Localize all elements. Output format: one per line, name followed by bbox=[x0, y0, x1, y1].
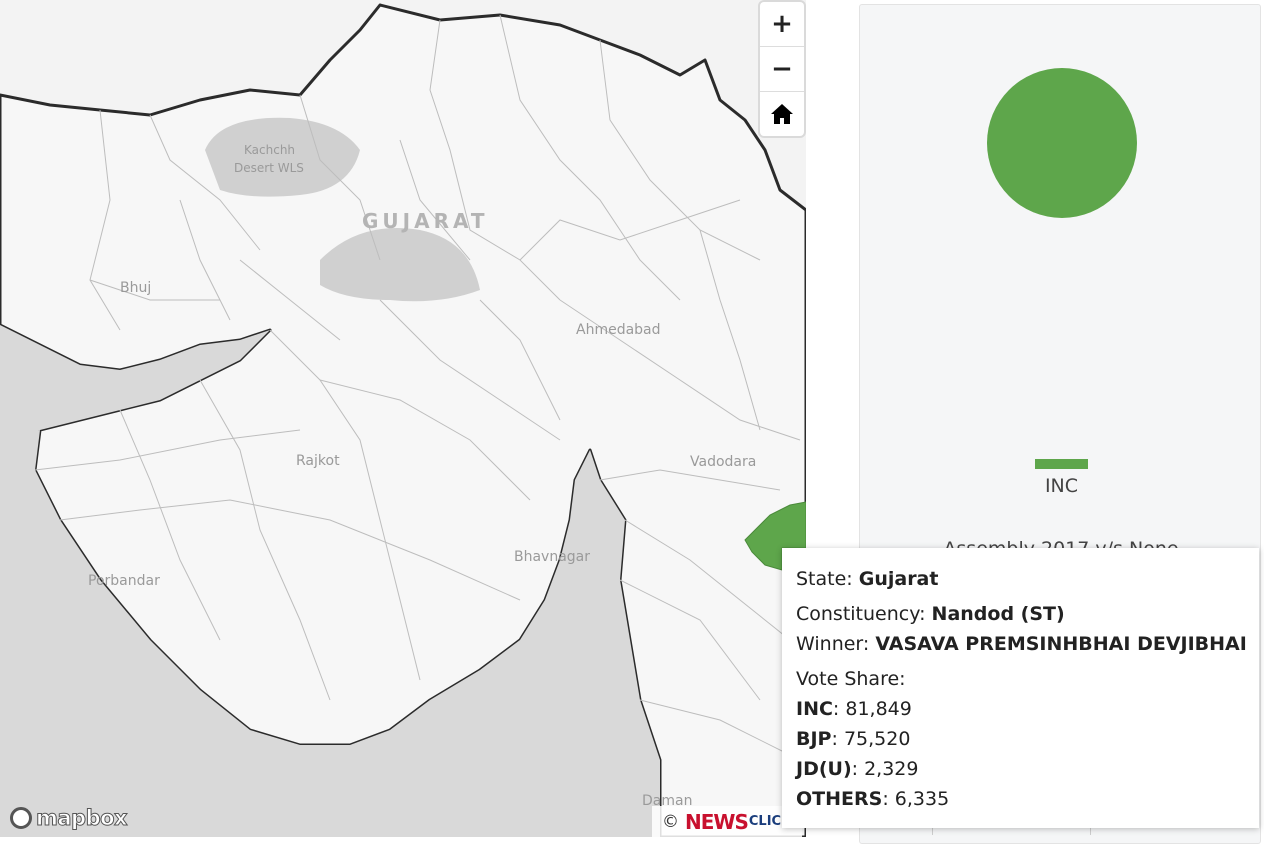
tooltip-state-row: State: Gujarat bbox=[796, 564, 1245, 594]
district-lines bbox=[34, 14, 801, 761]
mapbox-logo-icon bbox=[10, 807, 32, 829]
tooltip-vote-count: 81,849 bbox=[845, 698, 912, 720]
tooltip-winner-value: VASAVA PREMSINHBHAI DEVJIBHAI bbox=[875, 633, 1247, 655]
tooltip-vote-party: OTHERS bbox=[796, 788, 883, 810]
mapbox-logo[interactable]: mapbox bbox=[10, 806, 128, 831]
tooltip-vote-share-label: Vote Share: bbox=[796, 668, 906, 690]
pie-slice-inc[interactable] bbox=[987, 68, 1137, 218]
home-icon bbox=[771, 104, 793, 124]
tooltip-constituency-label: Constituency: bbox=[796, 603, 932, 625]
tooltip-vote-count: 75,520 bbox=[843, 728, 911, 750]
tooltip-vote-party: JD(U) bbox=[796, 758, 852, 780]
tooltip-vote-count: 2,329 bbox=[864, 758, 919, 780]
mapbox-logo-text: mapbox bbox=[35, 806, 128, 831]
tooltip-vote-row: JD(U): 2,329 bbox=[796, 758, 919, 780]
legend-label-inc[interactable]: INC bbox=[1044, 475, 1079, 497]
little-rann-area bbox=[320, 228, 480, 302]
map-label-state: GUJARAT bbox=[362, 209, 489, 233]
zoom-in-button[interactable]: + bbox=[760, 2, 804, 47]
gulf-of-kachchh bbox=[0, 325, 270, 440]
tooltip-winner-label: Winner: bbox=[796, 633, 876, 655]
tooltip-vote-row: INC: 81,849 bbox=[796, 698, 912, 720]
arabian-sea bbox=[0, 430, 480, 837]
tooltip-vote-count: 6,335 bbox=[894, 788, 950, 810]
plus-icon: + bbox=[771, 9, 793, 39]
tooltip-vote-party: BJP bbox=[796, 728, 832, 750]
map-label-bhavnagar: Bhavnagar bbox=[514, 549, 591, 565]
reset-view-button[interactable] bbox=[760, 92, 804, 136]
tooltip-winner-row: Winner: VASAVA PREMSINHBHAI DEVJIBHAI bbox=[796, 629, 1247, 659]
tooltip-state-label: State: bbox=[796, 568, 859, 590]
tooltip-vote-row: BJP: 75,520 bbox=[796, 728, 911, 750]
zoom-out-button[interactable]: − bbox=[760, 47, 804, 92]
northern-land bbox=[0, 0, 806, 210]
tooltip-vote-party: INC bbox=[796, 698, 833, 720]
minus-icon: − bbox=[771, 54, 793, 84]
attribution[interactable]: © NEWS CLICK bbox=[652, 806, 802, 837]
legend-swatch-inc bbox=[1035, 459, 1088, 469]
map-geometry bbox=[0, 0, 806, 837]
map-label-desert-wls: Desert WLS bbox=[234, 161, 304, 175]
map-label-ahmedabad: Ahmedabad bbox=[576, 322, 661, 338]
map-label-vadodara: Vadodara bbox=[690, 454, 757, 470]
copyright-symbol: © bbox=[662, 811, 679, 832]
tooltip-constituency-row: Constituency: Nandod (ST) bbox=[796, 599, 1245, 629]
map-label-porbandar: Porbandar bbox=[88, 573, 160, 589]
map-label-bhuj: Bhuj bbox=[120, 280, 152, 296]
constituency-tooltip: State: Gujarat Constituency: Nandod (ST)… bbox=[782, 548, 1259, 828]
map-label-kachchh: Kachchh bbox=[244, 143, 296, 157]
tooltip-constituency-value: Nandod (ST) bbox=[931, 603, 1065, 625]
map-label-daman: Daman bbox=[642, 793, 693, 809]
newsclick-logo-click: CLICK bbox=[748, 814, 792, 829]
tooltip-state-value: Gujarat bbox=[858, 568, 939, 590]
tooltip-vote-row: OTHERS: 6,335 bbox=[796, 788, 950, 810]
gulf-of-khambhat bbox=[480, 450, 660, 837]
map-controls: + − bbox=[760, 2, 804, 136]
map-label-rajkot: Rajkot bbox=[296, 453, 340, 469]
map-canvas[interactable]: GUJARAT Kachchh Desert WLS Bhuj Ahmedaba… bbox=[0, 0, 806, 837]
newsclick-logo-news: NEWS bbox=[685, 809, 749, 834]
rann-area bbox=[205, 117, 360, 197]
vote-pie-chart bbox=[987, 68, 1137, 218]
